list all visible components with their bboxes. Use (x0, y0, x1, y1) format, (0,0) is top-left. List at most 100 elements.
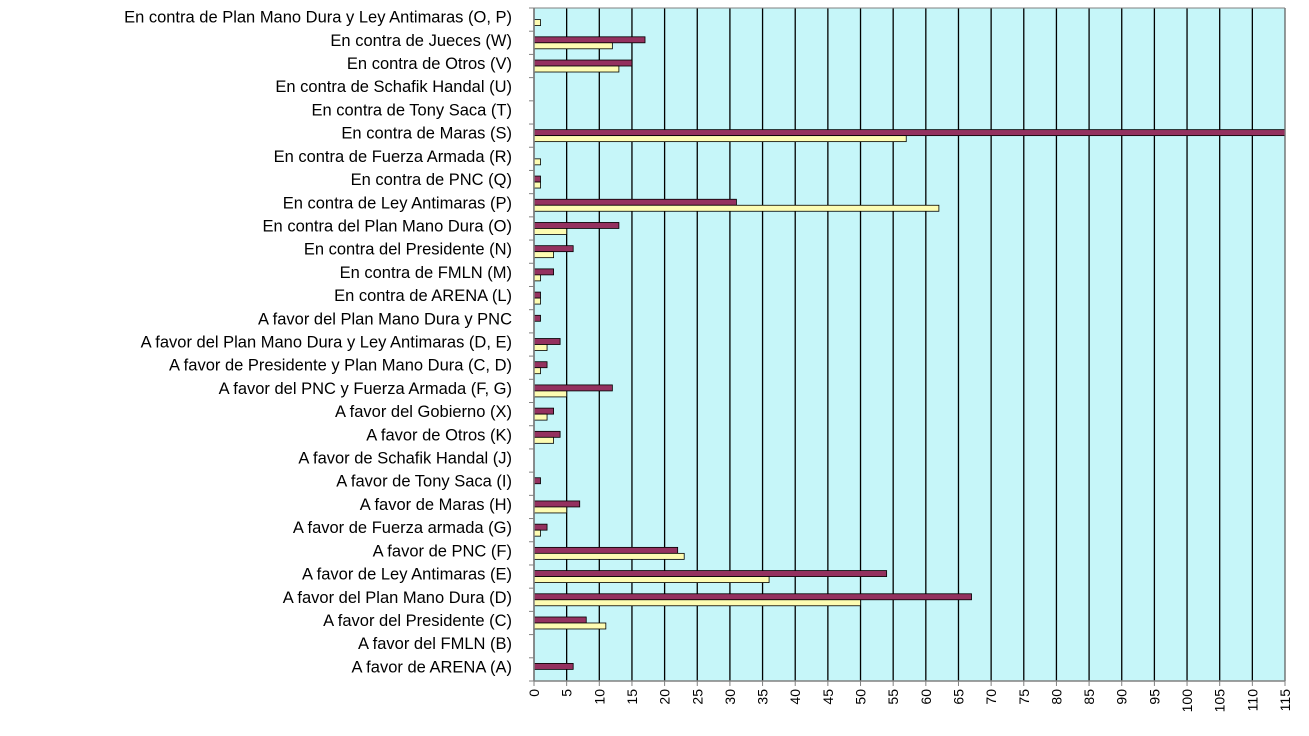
bar-secondary (533, 367, 541, 375)
category-labels: En contra de Plan Mano Dura y Ley Antima… (124, 9, 512, 677)
bar-primary (533, 222, 620, 229)
category-label: En contra de FMLN (M) (340, 264, 512, 282)
x-tick-label: 10 (591, 689, 607, 705)
bar-primary (533, 245, 574, 253)
bar-secondary (533, 506, 568, 514)
plot-background (534, 8, 1285, 681)
x-tick-label: 100 (1179, 689, 1195, 713)
bar-primary (533, 59, 633, 67)
x-tick-label: 0 (526, 689, 542, 697)
bar-primary (533, 198, 737, 206)
category-label: A favor de Fuerza armada (G) (293, 519, 512, 537)
category-label: En contra de Ley Antimaras (P) (283, 194, 512, 212)
bar-secondary (533, 19, 541, 27)
bar-secondary (533, 622, 607, 630)
bar-primary (533, 36, 646, 44)
x-tick-label: 35 (755, 689, 771, 705)
category-label: En contra del Presidente (N) (304, 241, 512, 259)
x-tick-label: 110 (1244, 689, 1260, 712)
category-label: En contra de Schafik Handal (U) (275, 78, 512, 96)
bar-secondary (533, 251, 554, 259)
x-tick-label: 25 (689, 689, 705, 705)
bar-primary (533, 500, 581, 508)
x-tick-label: 90 (1114, 689, 1130, 705)
bar-primary (533, 430, 561, 438)
category-label: En contra del Plan Mano Dura (O) (263, 217, 512, 235)
x-tick-label: 60 (918, 689, 934, 705)
category-label: En contra de Maras (S) (341, 125, 512, 143)
bar-secondary (533, 158, 541, 166)
category-label: A favor de Tony Saca (I) (336, 473, 512, 491)
bar-secondary (533, 274, 541, 282)
x-tick-label: 80 (1048, 689, 1064, 705)
axes (529, 7, 1286, 686)
x-tick-label: 75 (1016, 689, 1032, 705)
bar-secondary (533, 552, 685, 560)
category-label: En contra de Jueces (W) (330, 32, 512, 50)
bar-primary (533, 593, 972, 601)
category-label: En contra de Plan Mano Dura y Ley Antima… (124, 9, 512, 27)
x-tick-label: 30 (722, 689, 738, 705)
category-label: En contra de ARENA (L) (334, 287, 512, 305)
bar-primary (533, 384, 613, 392)
x-tick-label: 50 (853, 689, 869, 705)
bar-secondary (533, 204, 940, 212)
bar-primary (533, 662, 574, 670)
category-label: A favor del Plan Mano Dura y Ley Antimar… (141, 334, 512, 352)
x-tick-label: 115 (1277, 689, 1293, 712)
bar-primary (533, 477, 541, 485)
x-tick-label: 5 (559, 689, 575, 697)
x-tick-label: 65 (950, 689, 966, 705)
category-label: En contra de Tony Saca (T) (311, 101, 512, 119)
category-label: A favor de ARENA (A) (352, 658, 513, 676)
bar-secondary (533, 65, 620, 73)
category-label: A favor de Presidente y Plan Mano Dura (… (169, 357, 512, 375)
x-tick-labels: 0 5 10 15 20 25 30 35 40 45 50 55 60 65 70 75 80 85 90 95 10… (526, 689, 1293, 713)
bar-primary (533, 407, 554, 415)
bar-secondary (533, 599, 861, 607)
category-label: En contra de Otros (V) (347, 55, 512, 73)
x-tick-label: 95 (1146, 689, 1162, 705)
bar-secondary (533, 135, 907, 143)
category-label: A favor de Ley Antimaras (E) (302, 566, 512, 584)
x-tick-label: 45 (820, 689, 836, 705)
bar-primary (533, 291, 541, 299)
bar-primary (533, 129, 1286, 137)
x-tick-label: 40 (787, 689, 803, 705)
category-label: En contra de Fuerza Armada (R) (274, 148, 512, 166)
bar-secondary (533, 297, 541, 305)
bar-secondary (533, 344, 548, 351)
category-label: A favor del Plan Mano Dura (D) (283, 589, 512, 607)
bar-secondary (533, 42, 613, 50)
plot-area (534, 8, 1285, 681)
x-tick-label: 85 (1081, 689, 1097, 705)
bars (533, 19, 1286, 670)
bar-secondary (533, 181, 541, 189)
category-label: A favor del Plan Mano Dura y PNC (258, 310, 512, 328)
bar-primary (533, 268, 554, 276)
x-tick-label: 70 (983, 689, 999, 705)
bar-primary (533, 570, 888, 577)
bar-primary (533, 616, 587, 624)
category-label: A favor de PNC (F) (373, 542, 512, 560)
bar-secondary (533, 576, 770, 583)
category-label: A favor del Gobierno (X) (335, 403, 512, 421)
bar-primary (533, 338, 561, 345)
category-label: A favor de Schafik Handal (J) (298, 450, 512, 468)
category-label: A favor de Maras (H) (360, 496, 512, 514)
x-tick-label: 15 (624, 689, 640, 705)
bar-primary (533, 314, 541, 322)
x-tick-label: 20 (657, 689, 673, 705)
x-tick-label: 105 (1212, 689, 1228, 713)
bar-primary (533, 546, 679, 554)
bar-secondary (533, 436, 554, 444)
category-label: A favor del FMLN (B) (358, 635, 512, 653)
category-label: A favor del Presidente (C) (323, 612, 512, 630)
bar-secondary (533, 390, 568, 398)
bar-primary (533, 361, 548, 369)
category-label: A favor de Otros (K) (366, 426, 512, 444)
category-label: A favor del PNC y Fuerza Armada (F, G) (219, 380, 512, 398)
bar-primary (533, 523, 548, 531)
